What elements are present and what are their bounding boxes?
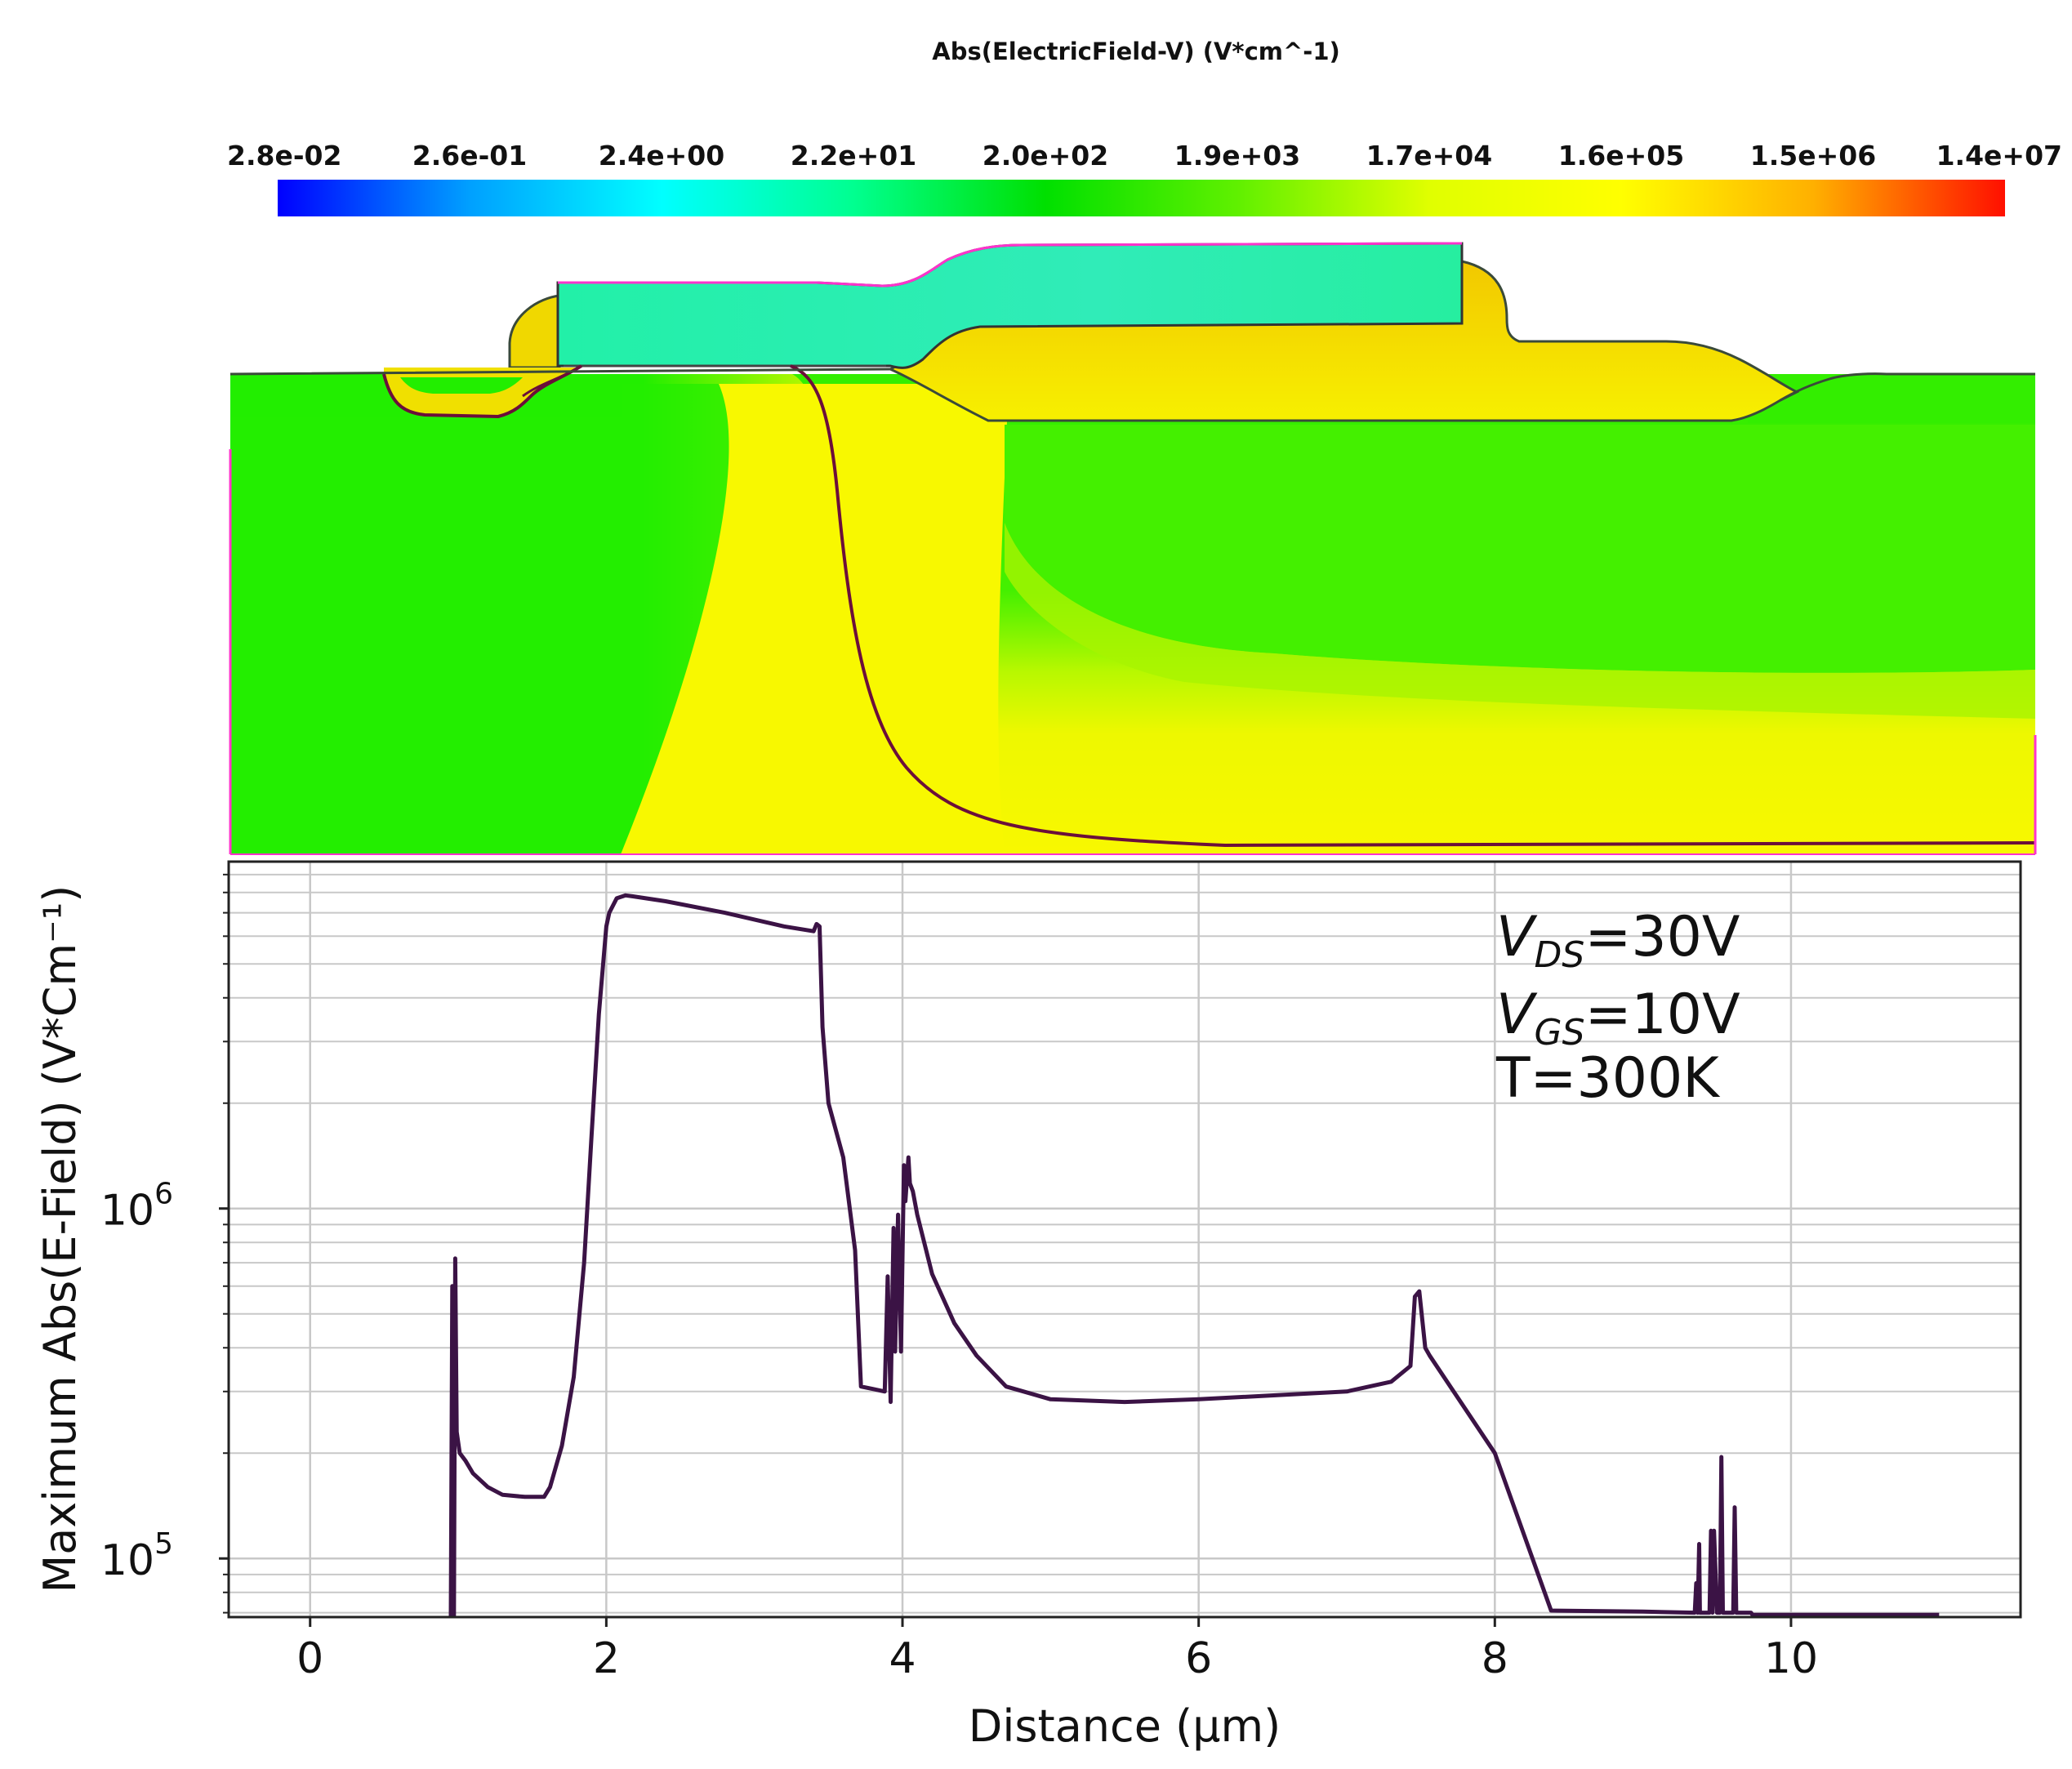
left-spacer bbox=[508, 294, 561, 369]
annotation-temperature: T=300K bbox=[1495, 1046, 1721, 1111]
colorbar-tick-label: 2.2e+01 bbox=[791, 140, 916, 172]
x-tick-label: 0 bbox=[296, 1634, 323, 1683]
plot-area bbox=[229, 862, 2021, 1617]
colorbar-tick-labels: 2.8e-02 2.6e-01 2.4e+00 2.2e+01 2.0e+02 1.9e+… bbox=[227, 140, 2062, 172]
depletion-region bbox=[621, 384, 1009, 854]
gate-poly-top-edge bbox=[558, 242, 1463, 287]
y-ticks: 105 106 bbox=[100, 873, 229, 1614]
colorbar-tick-label: 2.0e+02 bbox=[983, 140, 1108, 172]
source-junction-inner bbox=[522, 366, 579, 398]
source-inner bbox=[400, 377, 523, 394]
body-drift-junction bbox=[790, 364, 2036, 848]
substrate-outline bbox=[229, 368, 2035, 402]
colorbar-tick-label: 2.6e-01 bbox=[412, 140, 527, 172]
drift-region bbox=[1005, 425, 2035, 673]
y-tick-label: 106 bbox=[100, 1178, 173, 1236]
series-line bbox=[448, 893, 1940, 1617]
colorbar: Abs(ElectricField-V) (V*cm^-1) 2.8e-02 2.… bbox=[227, 38, 2062, 216]
plot-frame bbox=[227, 860, 2022, 1619]
x-tick-label: 4 bbox=[889, 1634, 916, 1683]
line-plot: 0 2 4 6 8 10 105 106 Distance (μm) Maximum Abs… bbox=[34, 860, 2022, 1752]
y-tick-label: 105 bbox=[100, 1527, 173, 1585]
colorbar-tick-label: 1.4e+07 bbox=[1936, 140, 2062, 172]
x-ticks: 0 2 4 6 8 10 bbox=[296, 1617, 1818, 1683]
x-tick-label: 10 bbox=[1764, 1634, 1818, 1683]
y-axis-label: Maximum Abs(E-Field) (V*Cm⁻¹) bbox=[34, 885, 86, 1593]
colorbar-tick-label: 2.8e-02 bbox=[227, 140, 341, 172]
x-axis-label: Distance (μm) bbox=[969, 1700, 1281, 1752]
surface-strip-right bbox=[1748, 374, 2035, 423]
y-tick-exponent: 5 bbox=[154, 1527, 173, 1561]
colorbar-tick-label: 1.9e+03 bbox=[1174, 140, 1300, 172]
field-map bbox=[229, 242, 2037, 855]
x-tick-label: 6 bbox=[1185, 1634, 1212, 1683]
colorbar-tick-label: 1.6e+05 bbox=[1558, 140, 1684, 172]
colorbar-bar bbox=[278, 180, 2005, 216]
colorbar-title: Abs(ElectricField-V) (V*cm^-1) bbox=[932, 38, 1340, 65]
left-low-field-region bbox=[230, 384, 731, 854]
colorbar-tick-label: 1.5e+06 bbox=[1750, 140, 1876, 172]
y-tick-exponent: 6 bbox=[154, 1178, 173, 1211]
x-tick-label: 8 bbox=[1482, 1634, 1508, 1683]
x-tick-label: 2 bbox=[593, 1634, 620, 1683]
drift-region-transition bbox=[1005, 523, 2035, 719]
colorbar-tick-label: 1.7e+04 bbox=[1366, 140, 1492, 172]
grid bbox=[229, 862, 2021, 1617]
colorbar-tick-label: 2.4e+00 bbox=[599, 140, 724, 172]
annotation-vds: VDS=30V bbox=[1496, 905, 1740, 976]
annotation-vgs: VGS=10V bbox=[1496, 983, 1740, 1054]
